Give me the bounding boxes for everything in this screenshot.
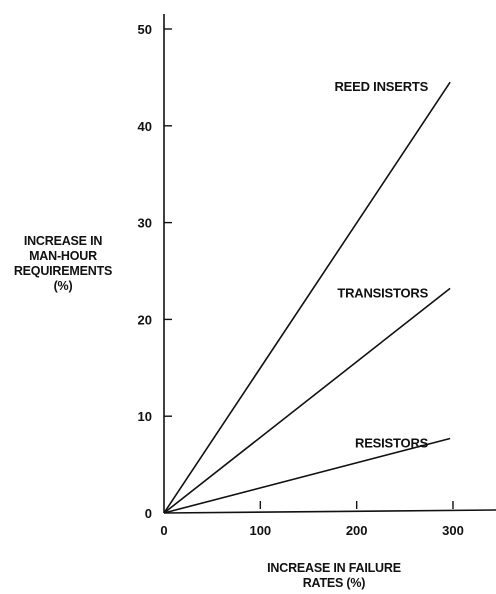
series-label: REED INSERTS bbox=[334, 79, 428, 94]
series-line-transistors bbox=[163, 287, 451, 514]
x-tick-label: 300 bbox=[442, 523, 464, 538]
tick-marks bbox=[164, 28, 454, 509]
series-line-resistors bbox=[163, 437, 451, 514]
x-tick-label: 0 bbox=[160, 523, 167, 538]
y-tick-label: 40 bbox=[138, 119, 152, 134]
series-line-reed-inserts bbox=[163, 81, 451, 514]
y-tick-label: 20 bbox=[138, 312, 152, 327]
tick-labels: 0 10 20 30 40 50 0 100 200 300 bbox=[138, 22, 464, 538]
x-axis-title: INCREASE IN FAILURE RATES (%) bbox=[267, 561, 401, 590]
x-tick-label: 200 bbox=[346, 523, 368, 538]
x-axis-line bbox=[163, 509, 496, 514]
series-lines bbox=[163, 81, 451, 514]
series-label: TRANSISTORS bbox=[337, 285, 428, 300]
axes bbox=[163, 14, 496, 514]
x-tick-label: 100 bbox=[249, 523, 271, 538]
y-tick-label: 10 bbox=[138, 409, 152, 424]
y-axis-title: INCREASE IN MAN-HOUR REQUIREMENTS (%) bbox=[14, 234, 112, 293]
series-label: RESISTORS bbox=[355, 435, 429, 450]
y-tick-label: 30 bbox=[138, 216, 152, 231]
series-labels: REED INSERTS TRANSISTORS RESISTORS bbox=[334, 79, 428, 450]
y-tick-label: 0 bbox=[145, 506, 152, 521]
y-tick-label: 50 bbox=[138, 22, 152, 37]
